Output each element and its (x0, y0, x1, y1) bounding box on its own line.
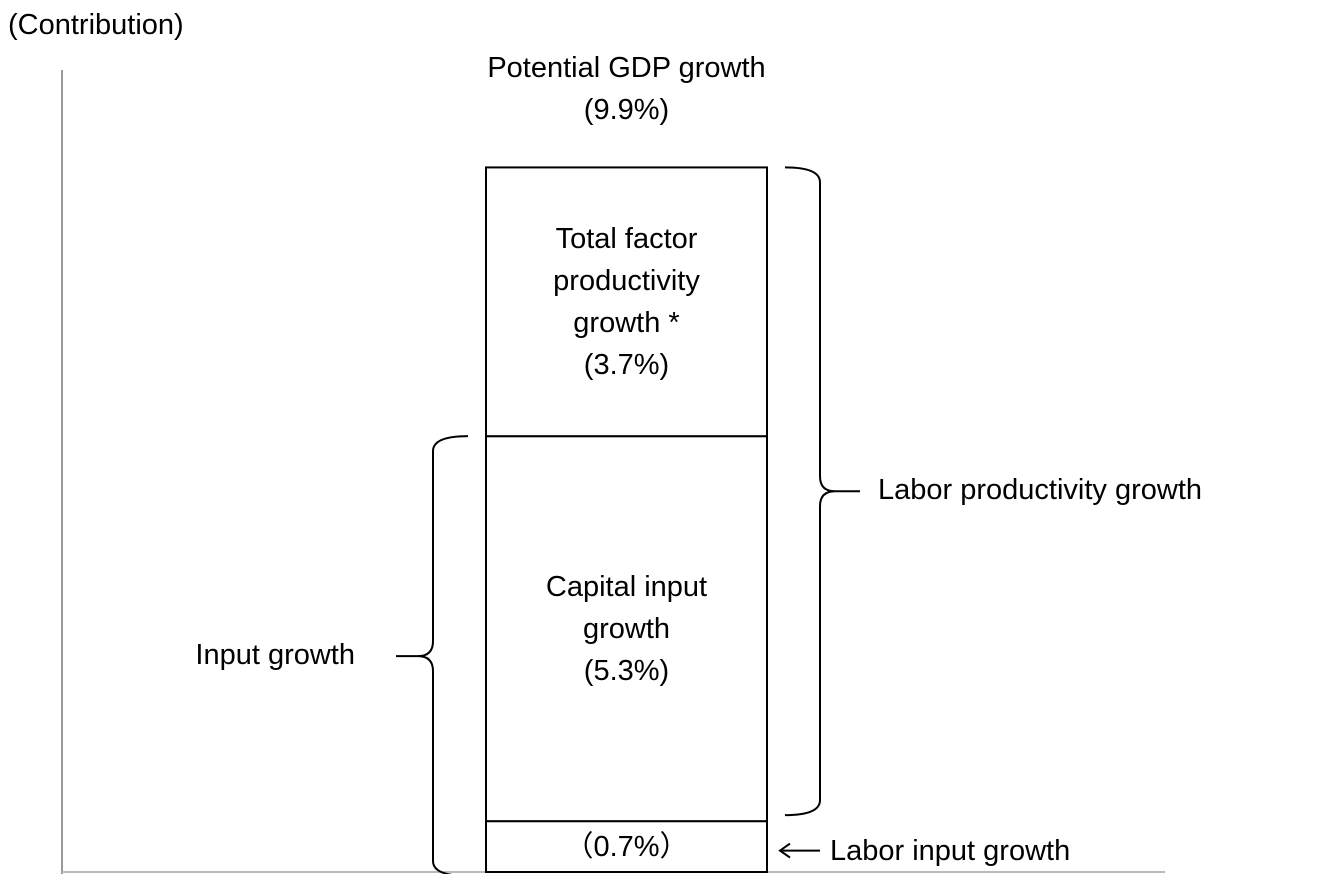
pointer-arrowhead (778, 842, 791, 859)
segment-label: （0.7%） (486, 821, 767, 872)
total-label: Potential GDP growth (487, 51, 766, 84)
bar-segment (485, 820, 768, 873)
value-label: (3.7%) (583, 348, 670, 381)
bar-segment (485, 166, 768, 438)
bar-segment (485, 435, 768, 823)
bracket-label: Input growth (195, 639, 355, 672)
segment-name-outside: Labor input growth (830, 834, 1071, 867)
value-label: （0.7%） (564, 830, 689, 863)
segment-name: Capital input growth (545, 570, 708, 645)
total-value: (9.9%) (583, 93, 670, 126)
y-axis-label: (Contribution) (8, 9, 184, 41)
segment-label: Capital input growth (5.3%) (486, 436, 767, 821)
value-label: (5.3%) (583, 654, 670, 687)
segment-label: Total factor productivity growth * (3.7%) (486, 167, 767, 436)
bracket-label: Labor productivity growth (878, 474, 1202, 507)
segment-name: Total factor productivity growth * (553, 222, 700, 339)
bracket (784, 166, 860, 817)
bracket (396, 435, 469, 874)
